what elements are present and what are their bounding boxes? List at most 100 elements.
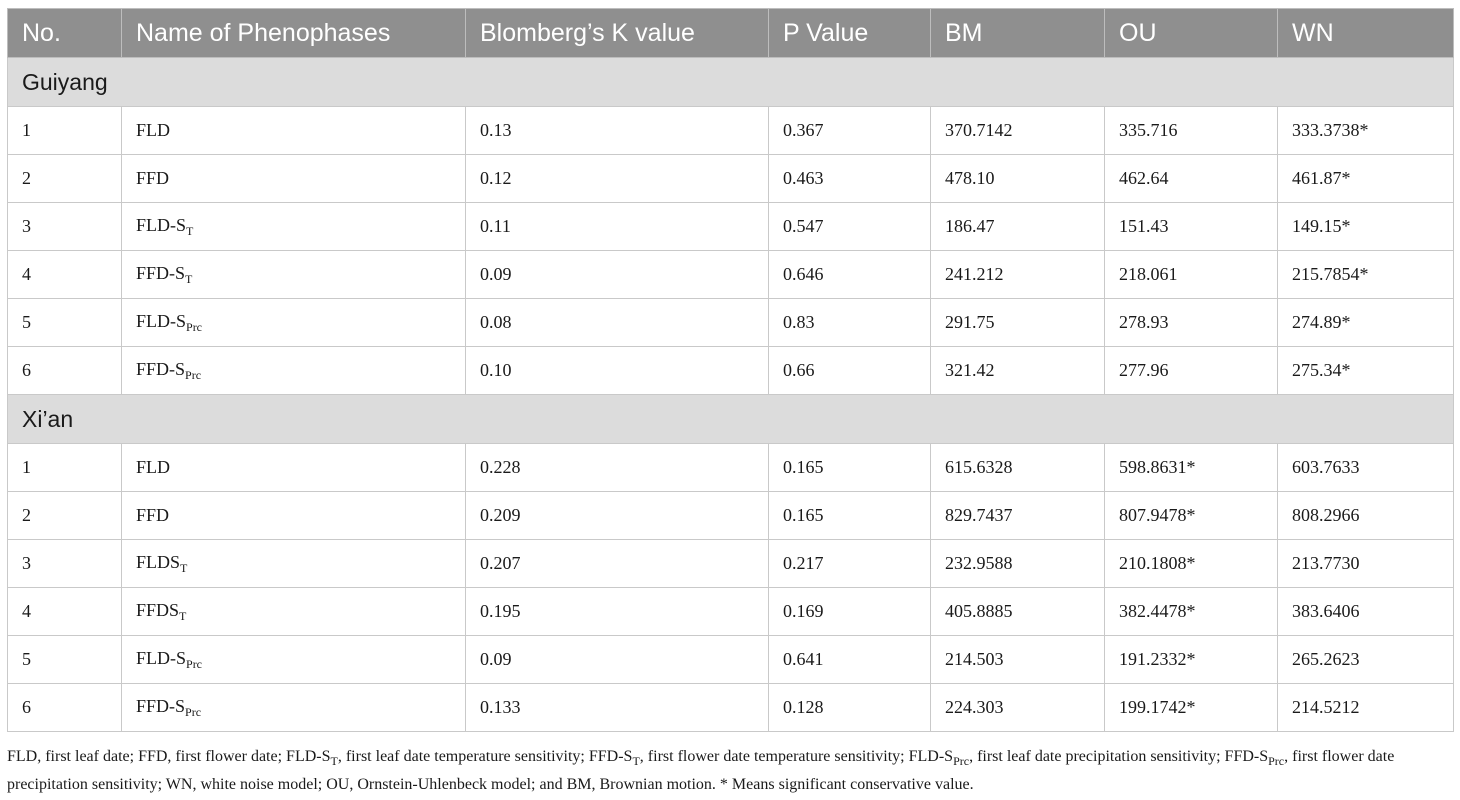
- cell-bm: 405.8885: [930, 587, 1105, 636]
- cell-wn: 265.2623: [1277, 635, 1454, 684]
- cell-ou: 151.43: [1104, 202, 1278, 251]
- table-row: 3 FLDST 0.207 0.217 232.9588 210.1808* 213.773…: [7, 539, 1454, 588]
- cell-ou: 218.061: [1104, 250, 1278, 299]
- col-header-ou: OU: [1104, 8, 1278, 58]
- cell-bm: 241.212: [930, 250, 1105, 299]
- phenophase-name: FFD: [136, 168, 170, 188]
- phenophase-subscript: T: [186, 223, 194, 238]
- cell-p-value: 0.165: [768, 491, 931, 540]
- phenophase-subscript: T: [180, 560, 188, 575]
- cell-ou: 191.2332*: [1104, 635, 1278, 684]
- table-container: No. Name of Phenophases Blomberg’s K val…: [7, 8, 1454, 732]
- cell-wn: 333.3738*: [1277, 106, 1454, 155]
- phenophase-subscript: Prc: [185, 704, 202, 719]
- footnote-subscript: T: [632, 754, 640, 768]
- cell-p-value: 0.169: [768, 587, 931, 636]
- header-row: No. Name of Phenophases Blomberg’s K val…: [7, 8, 1454, 58]
- table-row: 2 FFD 0.209 0.165 829.7437 807.9478* 808.2966: [7, 491, 1454, 540]
- group-label: Xi’an: [7, 394, 1454, 444]
- phenophase-name: FFD-S: [136, 262, 186, 283]
- cell-phenophase: FFD-SPrc: [121, 683, 466, 732]
- cell-p-value: 0.128: [768, 683, 931, 732]
- group-row: Xi’an: [7, 394, 1454, 444]
- col-header-bm: BM: [930, 8, 1105, 58]
- cell-wn: 214.5212: [1277, 683, 1454, 732]
- cell-p-value: 0.367: [768, 106, 931, 155]
- cell-wn: 149.15*: [1277, 202, 1454, 251]
- cell-k-value: 0.207: [465, 539, 769, 588]
- cell-no: 1: [7, 106, 122, 155]
- footnote-text: FLD, first leaf date; FFD, first flower …: [7, 748, 331, 765]
- col-header-p-value: P Value: [768, 8, 931, 58]
- cell-k-value: 0.09: [465, 250, 769, 299]
- cell-no: 6: [7, 683, 122, 732]
- cell-ou: 462.64: [1104, 154, 1278, 203]
- cell-no: 2: [7, 154, 122, 203]
- cell-bm: 186.47: [930, 202, 1105, 251]
- table-row: 5 FLD-SPrc 0.08 0.83 291.75 278.93 274.89*: [7, 298, 1454, 347]
- cell-k-value: 0.08: [465, 298, 769, 347]
- cell-no: 5: [7, 298, 122, 347]
- cell-phenophase: FFD: [121, 154, 466, 203]
- cell-k-value: 0.11: [465, 202, 769, 251]
- cell-wn: 275.34*: [1277, 346, 1454, 395]
- cell-bm: 291.75: [930, 298, 1105, 347]
- cell-wn: 213.7730: [1277, 539, 1454, 588]
- cell-p-value: 0.641: [768, 635, 931, 684]
- cell-k-value: 0.195: [465, 587, 769, 636]
- col-header-k-value: Blomberg’s K value: [465, 8, 769, 58]
- cell-p-value: 0.83: [768, 298, 931, 347]
- phenophase-name: FLD-S: [136, 214, 187, 235]
- col-header-name: Name of Phenophases: [121, 8, 466, 58]
- cell-ou: 199.1742*: [1104, 683, 1278, 732]
- phenophase-subscript: T: [179, 608, 187, 623]
- cell-no: 1: [7, 443, 122, 492]
- cell-k-value: 0.09: [465, 635, 769, 684]
- table-row: 2 FFD 0.12 0.463 478.10 462.64 461.87*: [7, 154, 1454, 203]
- phenophase-name: FLD: [136, 457, 171, 477]
- cell-p-value: 0.66: [768, 346, 931, 395]
- cell-bm: 232.9588: [930, 539, 1105, 588]
- phenophase-name: FLD-S: [136, 647, 187, 668]
- cell-ou: 278.93: [1104, 298, 1278, 347]
- footnote-text: , first flower date precipitation sensit…: [7, 748, 1395, 793]
- footnote-text: , first leaf date precipitation sensitiv…: [969, 748, 1269, 765]
- phenophase-name: FFD-S: [136, 358, 186, 379]
- cell-no: 5: [7, 635, 122, 684]
- table-row: 1 FLD 0.228 0.165 615.6328 598.8631* 603.7633: [7, 443, 1454, 492]
- cell-phenophase: FFDST: [121, 587, 466, 636]
- cell-ou: 335.716: [1104, 106, 1278, 155]
- phenophase-name: FFD: [136, 505, 170, 525]
- phenophase-table: No. Name of Phenophases Blomberg’s K val…: [7, 8, 1454, 732]
- table-row: 3 FLD-ST 0.11 0.547 186.47 151.43 149.15*: [7, 202, 1454, 251]
- cell-k-value: 0.13: [465, 106, 769, 155]
- cell-bm: 478.10: [930, 154, 1105, 203]
- phenophase-name: FLD: [136, 120, 171, 140]
- cell-k-value: 0.209: [465, 491, 769, 540]
- cell-wn: 274.89*: [1277, 298, 1454, 347]
- cell-no: 4: [7, 250, 122, 299]
- table-row: 5 FLD-SPrc 0.09 0.641 214.503 191.2332* 265.26…: [7, 635, 1454, 684]
- footnote-subscript: Prc: [1268, 754, 1285, 768]
- cell-wn: 383.6406: [1277, 587, 1454, 636]
- group-label: Guiyang: [7, 57, 1454, 107]
- col-header-wn: WN: [1277, 8, 1454, 58]
- cell-no: 4: [7, 587, 122, 636]
- cell-bm: 214.503: [930, 635, 1105, 684]
- table-row: 4 FFDST 0.195 0.169 405.8885 382.4478* 383.640…: [7, 587, 1454, 636]
- cell-wn: 461.87*: [1277, 154, 1454, 203]
- footnote-text: , first leaf date temperature sensitivit…: [337, 748, 633, 765]
- cell-no: 3: [7, 539, 122, 588]
- phenophase-name: FFD-S: [136, 695, 186, 716]
- table-footnote: FLD, first leaf date; FFD, first flower …: [7, 745, 1453, 797]
- cell-p-value: 0.165: [768, 443, 931, 492]
- cell-phenophase: FLD-SPrc: [121, 298, 466, 347]
- cell-ou: 598.8631*: [1104, 443, 1278, 492]
- cell-phenophase: FLD: [121, 443, 466, 492]
- cell-phenophase: FLDST: [121, 539, 466, 588]
- cell-bm: 615.6328: [930, 443, 1105, 492]
- cell-ou: 277.96: [1104, 346, 1278, 395]
- cell-p-value: 0.463: [768, 154, 931, 203]
- phenophase-subscript: T: [185, 271, 193, 286]
- cell-p-value: 0.646: [768, 250, 931, 299]
